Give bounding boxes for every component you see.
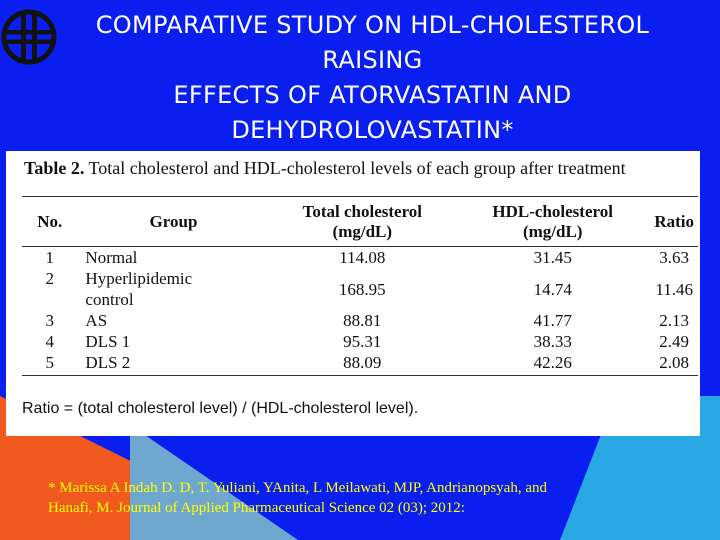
cell-ratio: 2.13 xyxy=(659,311,690,330)
header-hdl-cholesterol: HDL-cholesterol (mg/dL) xyxy=(455,196,651,247)
cell-hdl-cholesterol: 38.33 xyxy=(533,332,572,351)
cell-hdl-cholesterol: 41.77 xyxy=(533,311,572,330)
header-no: No. xyxy=(22,196,78,247)
circle-cross-logo-icon xyxy=(1,9,57,65)
cell-total-cholesterol: 88.81 xyxy=(343,311,382,330)
cell-group: DLS 2 xyxy=(77,352,270,376)
title-line-4: DEHYDROLOVASTATIN* xyxy=(231,116,514,144)
slide-title: COMPARATIVE STUDY ON HDL-CHOLESTEROL RAI… xyxy=(60,8,685,148)
cell-no: 3 xyxy=(45,311,54,330)
table-caption-label: Table 2. xyxy=(24,158,85,178)
cell-no: 2 xyxy=(45,269,54,288)
reference-line1: * Marissa A Indah D. D, T. Yuliani, YAni… xyxy=(48,480,547,496)
header-total-cholesterol: Total cholesterol (mg/dL) xyxy=(269,196,456,247)
cell-group: DLS 1 xyxy=(85,332,131,351)
header-hdl-line2: (mg/dL) xyxy=(522,222,583,241)
cell-ratio: 2.08 xyxy=(650,352,698,376)
table-caption: Table 2. Total cholesterol and HDL-chole… xyxy=(24,158,626,179)
title-line-1: COMPARATIVE STUDY ON HDL-CHOLESTEROL xyxy=(95,11,650,39)
cell-group: Normal xyxy=(85,248,138,267)
table-row: 5 DLS 2 88.09 42.26 2.08 xyxy=(22,352,698,376)
header-hdl-line1: HDL-cholesterol xyxy=(492,202,613,221)
table-caption-text: Total cholesterol and HDL-cholesterol le… xyxy=(88,158,626,178)
cell-total-cholesterol: 95.31 xyxy=(343,332,382,351)
table-row: 1 Normal 114.08 31.45 3.63 xyxy=(22,247,698,269)
citation-reference: * Marissa A Indah D. D, T. Yuliani, YAni… xyxy=(48,478,688,518)
cell-group-line1: Hyperlipidemic xyxy=(85,269,193,288)
cholesterol-table: No. Group Total cholesterol (mg/dL) HDL-… xyxy=(22,196,698,376)
cell-total-cholesterol: 114.08 xyxy=(339,248,386,267)
table-header-row: No. Group Total cholesterol (mg/dL) HDL-… xyxy=(22,196,698,247)
table-row: 3 AS 88.81 41.77 2.13 xyxy=(22,310,698,331)
table-row: 4 DLS 1 95.31 38.33 2.49 xyxy=(22,331,698,352)
cell-ratio: 11.46 xyxy=(655,279,693,299)
cell-no: 4 xyxy=(45,332,54,351)
cell-total-cholesterol: 168.95 xyxy=(338,279,386,299)
cell-total-cholesterol: 88.09 xyxy=(269,352,456,376)
title-line-3: EFFECTS OF ATORVASTATIN AND xyxy=(173,81,572,109)
reference-line2: Hanafi, M. Journal of Applied Pharmaceut… xyxy=(48,500,465,516)
cell-hdl-cholesterol: 14.74 xyxy=(533,279,572,299)
cell-hdl-cholesterol: 42.26 xyxy=(455,352,651,376)
cell-ratio: 2.49 xyxy=(659,332,690,351)
cell-ratio: 3.63 xyxy=(659,248,690,267)
header-tc-line1: Total cholesterol xyxy=(302,202,423,221)
header-ratio: Ratio xyxy=(650,196,698,247)
cell-hdl-cholesterol: 31.45 xyxy=(533,248,572,267)
cell-group: AS xyxy=(85,311,108,330)
title-line-2: RAISING xyxy=(322,46,423,74)
header-tc-line2: (mg/dL) xyxy=(332,222,393,241)
header-group: Group xyxy=(77,196,270,247)
ratio-footnote: Ratio = (total cholesterol level) / (HDL… xyxy=(22,400,419,417)
cell-no: 5 xyxy=(22,352,78,376)
cell-group: Hyperlipidemic control xyxy=(77,268,269,310)
table-row: 2 Hyperlipidemic control 168.95 14.74 11… xyxy=(22,268,698,310)
cell-group-line2: control xyxy=(85,290,134,309)
table-image: Table 2. Total cholesterol and HDL-chole… xyxy=(6,151,700,436)
cell-no: 1 xyxy=(45,248,54,267)
